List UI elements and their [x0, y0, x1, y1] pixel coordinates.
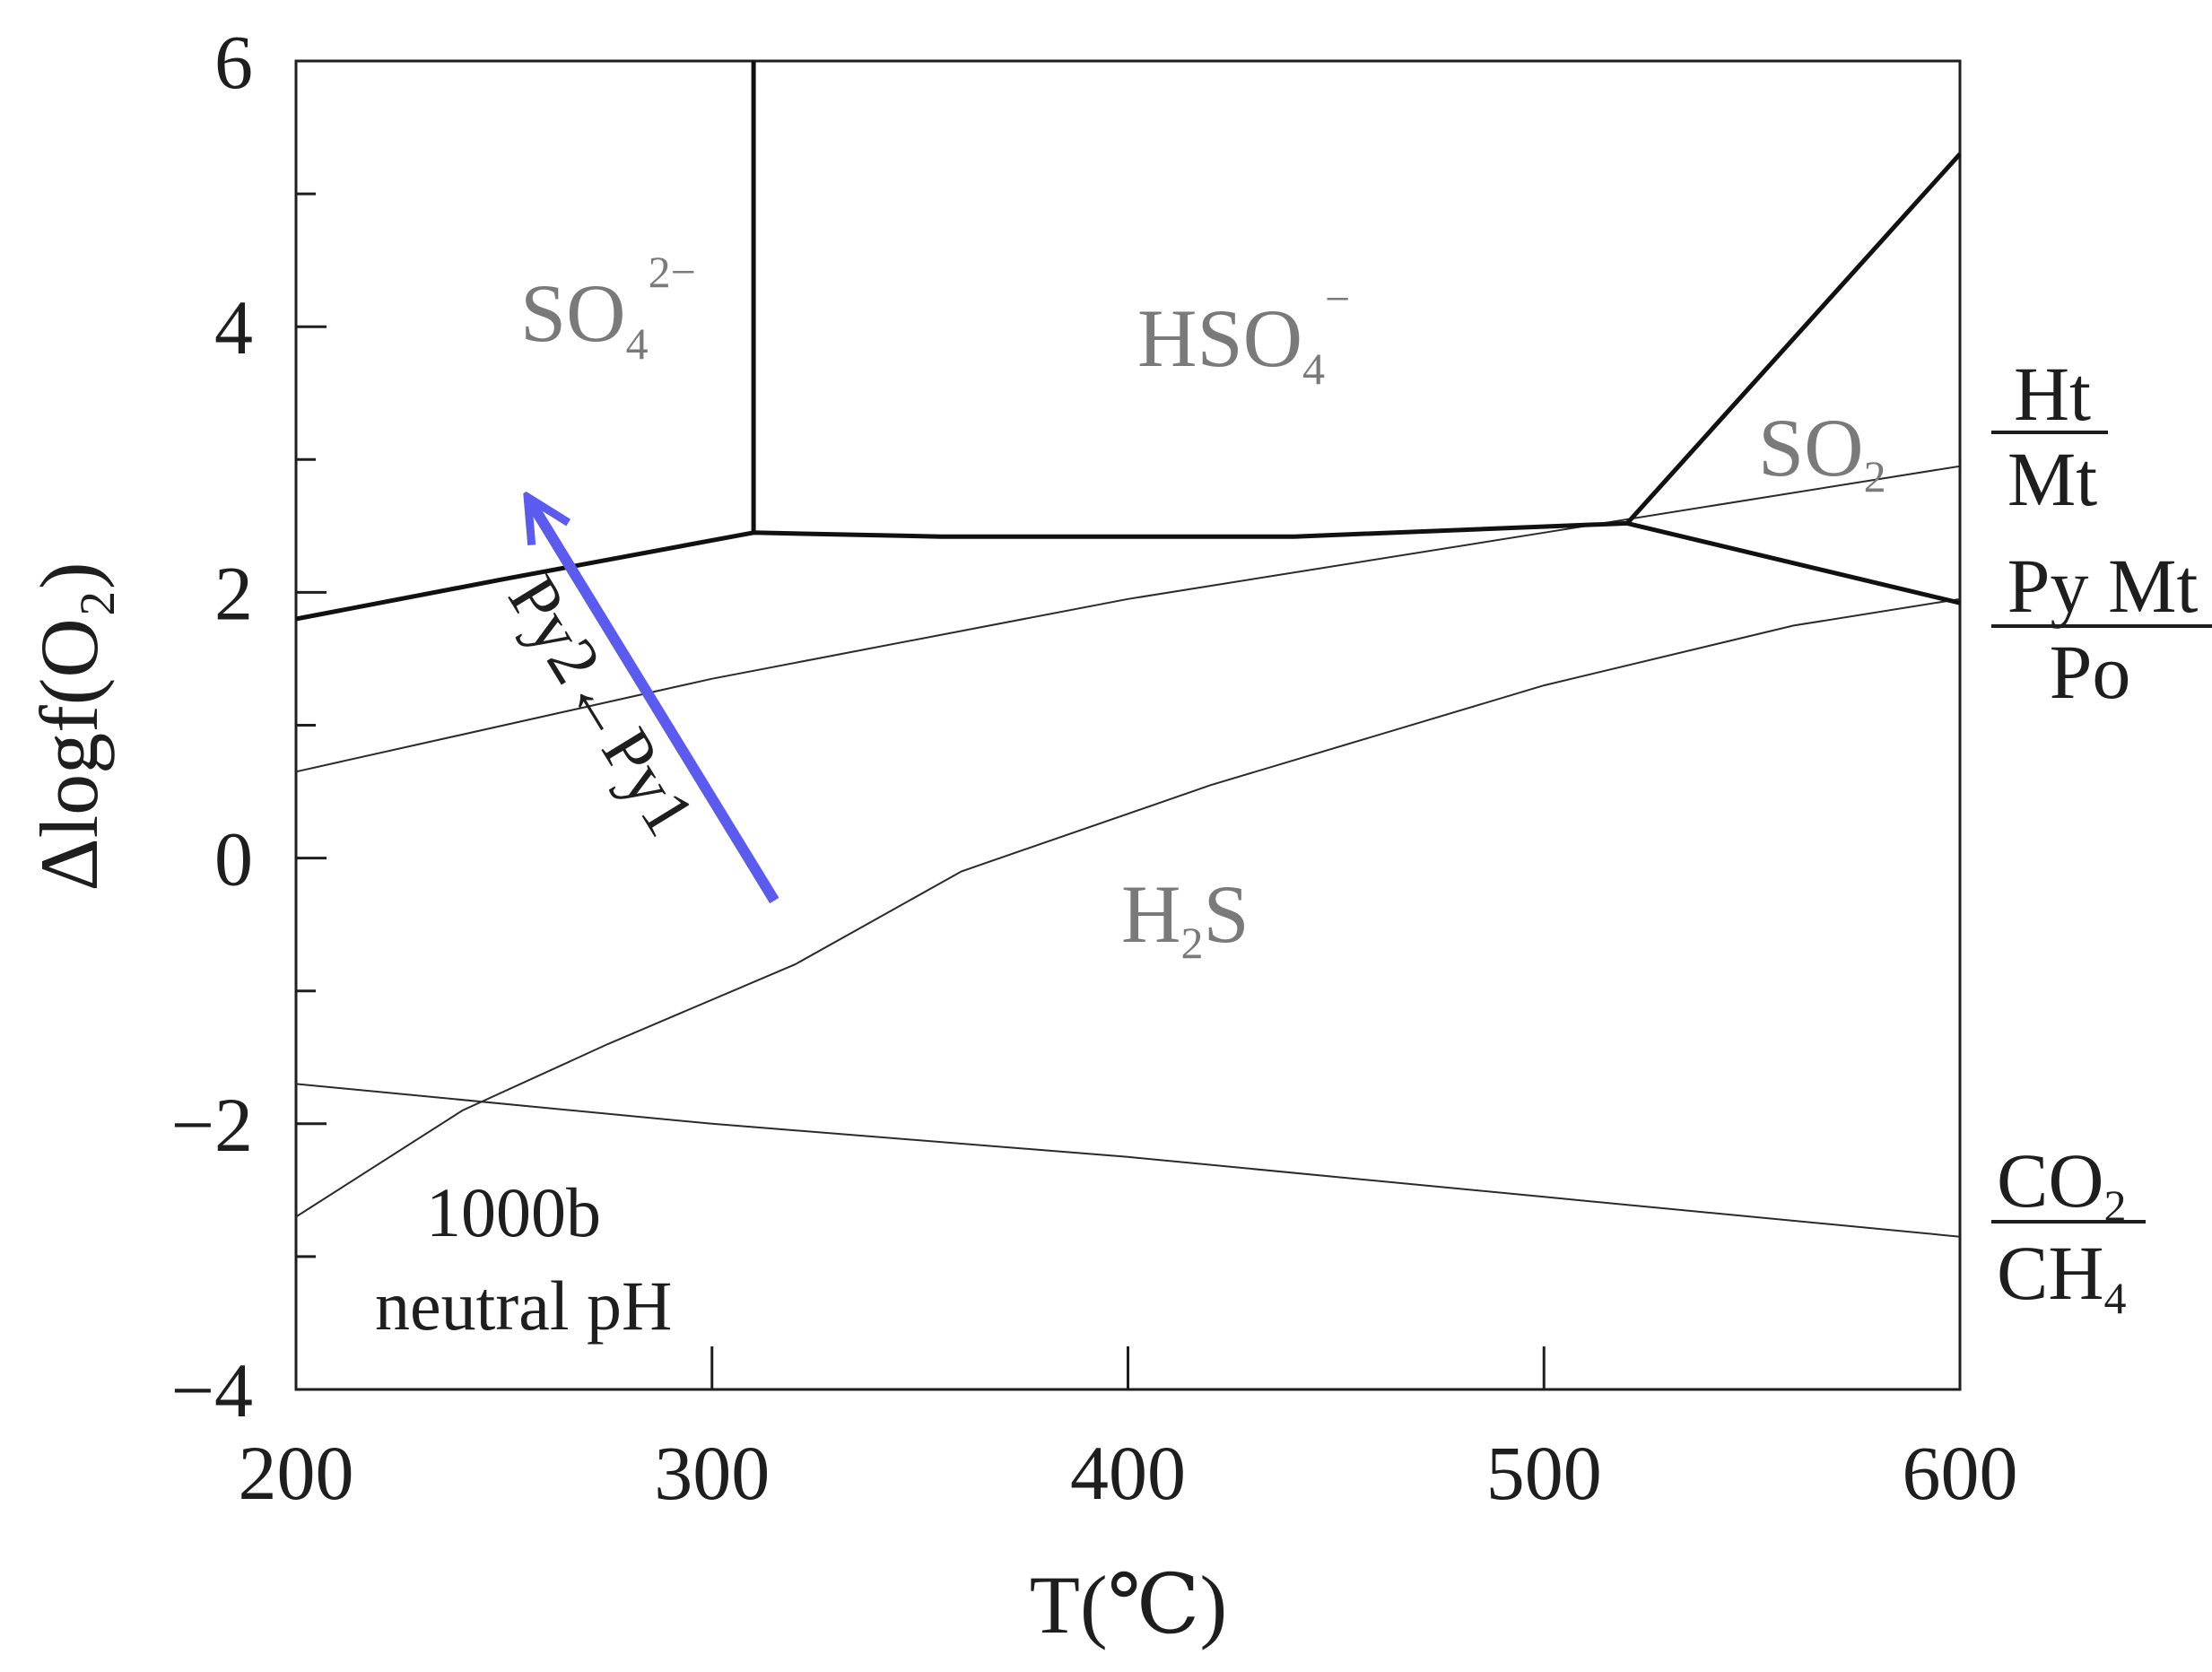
py-trend-arrow	[529, 500, 779, 904]
buffer-label-co2: CO2	[1997, 1137, 2126, 1231]
annotation-pressure: 1000b	[426, 1173, 601, 1251]
y-tick-label-2: 0	[214, 816, 253, 902]
x-axis-label: T(℃)	[1030, 1559, 1227, 1650]
annotation-ph: neutral pH	[375, 1267, 672, 1345]
axis-ticks	[296, 59, 1546, 1391]
phase-boundary-0	[295, 520, 1628, 622]
region-label-hso4: HSO4−	[1137, 274, 1350, 394]
buffer-label-ch4: CH4	[1997, 1230, 2126, 1323]
x-tick-label-0: 200	[239, 1430, 354, 1516]
buffer-line-0	[295, 465, 1961, 773]
arrow-label: Py2←Py1	[493, 562, 710, 849]
y-tick-label-3: 2	[214, 550, 253, 636]
phase-boundary-3	[1626, 520, 1961, 605]
y-axis-label: Δlogf(O₂)	[23, 562, 115, 891]
region-label-so2: SO2	[1758, 402, 1886, 501]
x-tick-label-1: 300	[654, 1430, 770, 1516]
x-tick-label-2: 400	[1070, 1430, 1186, 1516]
region-label-h2s: H2S	[1121, 868, 1250, 968]
buffer-line-1	[295, 597, 1961, 1218]
buffer-line-2	[295, 1083, 1961, 1238]
x-tick-label-3: 500	[1486, 1430, 1602, 1516]
buffer-lines	[295, 465, 1961, 1238]
region-label-so4: SO42−	[520, 247, 696, 369]
buffer-label-mt: Mt	[2007, 436, 2097, 522]
y-tick-label-0: −4	[170, 1347, 253, 1433]
y-tick-label-1: −2	[170, 1082, 253, 1168]
y-tick-label-4: 4	[214, 284, 253, 370]
buffer-label-po: Po	[2050, 629, 2131, 715]
buffer-label-ht: Ht	[2014, 351, 2091, 437]
y-tick-label-5: 6	[214, 19, 253, 105]
phase-boundaries	[295, 61, 1962, 622]
phase-boundary-2	[1625, 152, 1962, 526]
tick-labels: 200 300 400 500 600 −4 −2 0 2 4 6	[170, 19, 2017, 1516]
buffer-label-py-mt: Py Mt	[2007, 543, 2199, 629]
x-tick-label-4: 600	[1903, 1430, 2018, 1516]
